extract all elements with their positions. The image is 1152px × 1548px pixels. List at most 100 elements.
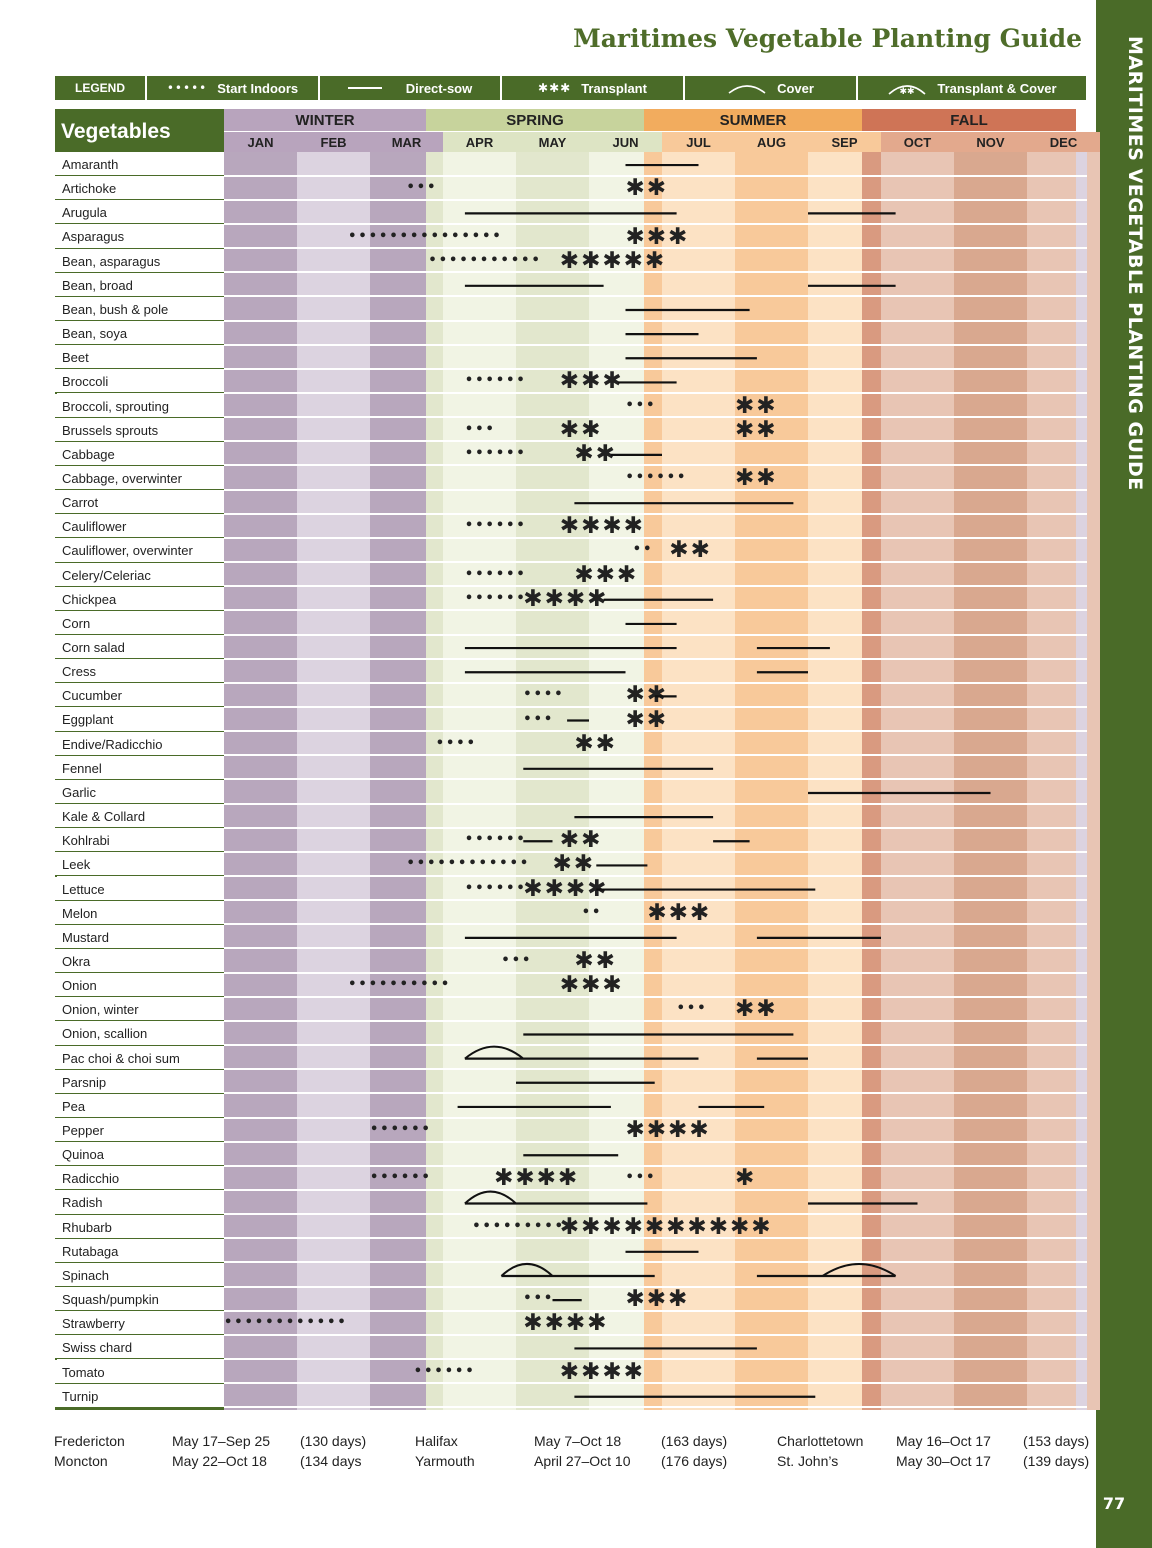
start-indoors-dots: •••	[625, 397, 657, 413]
vegetable-name: Cabbage, overwinter	[55, 465, 224, 491]
row-divider	[224, 440, 1087, 443]
vegetable-name: Cucumber	[55, 683, 224, 708]
frost-free-city: Fredericton	[54, 1433, 125, 1449]
row-divider	[224, 343, 1087, 346]
vegetable-name: Pea	[55, 1093, 224, 1118]
row-divider	[224, 464, 1087, 467]
row-divider	[224, 1164, 1087, 1167]
vegetable-name: Bean, bush & pole	[55, 296, 224, 322]
vegetable-name: Eggplant	[55, 707, 224, 732]
start-indoors-dots: •••	[523, 711, 555, 727]
vegetable-name: Cabbage	[55, 441, 224, 466]
asterisk-icon: ✱✱✱	[538, 81, 572, 95]
transplant-stars: ✱✱	[574, 440, 617, 467]
row-divider	[224, 633, 1087, 636]
transplant-stars: ✱✱✱✱	[494, 1165, 580, 1192]
transplant-stars: ✱✱✱	[625, 1286, 690, 1313]
row-divider	[224, 392, 1087, 394]
row-divider	[224, 1309, 1087, 1312]
vegetable-name: Onion, winter	[55, 997, 224, 1022]
vegetable-name: Bean, broad	[55, 272, 224, 297]
transplant-stars: ✱✱✱✱	[523, 875, 609, 902]
transplant-stars: ✱✱	[625, 706, 669, 733]
legend-start-indoors: ••••• Start Indoors	[147, 76, 320, 100]
start-indoors-dots: ••••••	[464, 832, 527, 848]
vegetable-name: Tomato	[55, 1359, 224, 1384]
row-divider	[224, 222, 1087, 225]
vegetable-name: Bean, soya	[55, 321, 224, 346]
transplant-stars: ✱✱	[625, 682, 669, 709]
transplant-stars: ✱✱	[735, 392, 778, 419]
vegetable-name: Arugula	[55, 200, 224, 225]
svg-text:✱✱: ✱✱	[900, 87, 915, 95]
vegetable-name: Cauliflower, overwinter	[55, 538, 224, 563]
frost-free-dates: May 17–Sep 25	[172, 1433, 271, 1449]
transplant-stars: ✱✱	[574, 730, 617, 757]
vegetable-name: Brussels sprouts	[55, 417, 224, 442]
transplant-stars: ✱✱	[574, 948, 617, 975]
season-stripe	[426, 152, 443, 1410]
row-divider	[224, 585, 1087, 588]
row-divider	[224, 1019, 1087, 1022]
frost-free-dates: April 27–Oct 10	[534, 1453, 631, 1469]
row-divider	[224, 1261, 1087, 1264]
transplant-stars: ✱✱✱✱	[559, 1358, 645, 1385]
row-divider	[224, 367, 1087, 370]
month-header-mar: MAR	[370, 132, 443, 152]
transplant-stars: ✱✱✱	[574, 561, 639, 588]
start-indoors-dots: ••••••••••••	[224, 1315, 348, 1331]
row-divider	[224, 1333, 1087, 1336]
start-indoors-dots: •••••••••	[472, 1218, 565, 1234]
transplant-cover-icon: ✱✱	[888, 85, 926, 95]
row-divider	[224, 754, 1087, 757]
month-header-oct: OCT	[881, 132, 954, 152]
month-header-aug: AUG	[735, 132, 808, 152]
frost-free-days: (163 days)	[661, 1433, 728, 1449]
month-header-feb: FEB	[297, 132, 370, 152]
vegetable-name: Swiss chard	[55, 1335, 224, 1360]
month-column-dec	[1027, 152, 1100, 1410]
month-header-jan: JAN	[224, 132, 297, 152]
season-stripe	[516, 152, 589, 1410]
start-indoors-dots: ••••••	[413, 1363, 476, 1379]
vegetable-name: Melon	[55, 900, 224, 925]
vegetable-name: Chickpea	[55, 586, 224, 611]
vegetables-header: Vegetables	[55, 109, 224, 152]
month-header-apr: APR	[443, 132, 516, 152]
row-divider	[224, 1092, 1087, 1095]
vegetable-name: Mustard	[55, 924, 224, 949]
frost-free-city: St. John’s	[777, 1453, 839, 1469]
vegetable-name: Broccoli, sprouting	[55, 393, 224, 418]
start-indoors-dots: ••••••	[370, 1122, 432, 1138]
vegetable-name: Amaranth	[55, 152, 224, 177]
transplant-stars: ✱✱✱✱	[523, 1310, 609, 1337]
season-header-summer: SUMMER	[644, 109, 862, 131]
transplant-stars: ✱✱✱✱	[559, 513, 645, 540]
row-divider	[224, 512, 1087, 515]
vegetable-name: Squash/pumpkin	[55, 1287, 224, 1312]
start-indoors-dots: •••••••••••••••	[348, 228, 503, 244]
transplant-stars: ✱✱	[669, 537, 712, 564]
month-header-sep: SEP	[808, 132, 881, 152]
vegetable-name: Okra	[55, 948, 224, 974]
start-indoors-dots: ••••••••••	[348, 977, 452, 993]
frost-free-days: (139 days)	[1023, 1453, 1090, 1469]
legend-bar: LEGEND ••••• Start Indoors Direct-sow ✱✱…	[55, 76, 1086, 100]
start-indoors-dots: •••	[676, 1001, 708, 1017]
start-indoors-dots: ••••••	[464, 566, 527, 582]
row-divider	[224, 295, 1087, 298]
frost-free-days: (153 days)	[1023, 1433, 1090, 1449]
row-divider	[224, 1382, 1087, 1385]
month-column-feb	[297, 152, 370, 1410]
frost-free-days: (130 days)	[300, 1433, 367, 1449]
season-stripe	[862, 152, 881, 1410]
start-indoors-dots: ••••••	[464, 373, 527, 389]
frost-free-city: Charlottetown	[777, 1433, 864, 1449]
vegetable-name: Fennel	[55, 755, 224, 780]
transplant-stars: ✱✱✱	[559, 972, 624, 999]
month-column-jul	[662, 152, 735, 1410]
start-indoors-dots: •••	[625, 1170, 657, 1186]
row-divider	[224, 730, 1087, 733]
row-divider	[224, 802, 1087, 805]
start-indoors-dots: ••••••••••••	[406, 856, 531, 872]
